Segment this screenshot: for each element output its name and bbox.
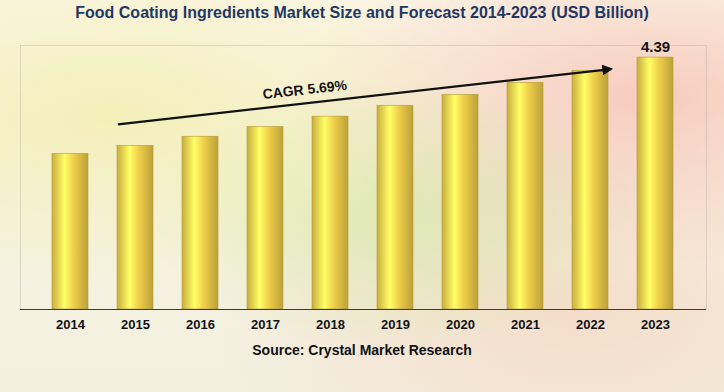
svg-text:2022: 2022 bbox=[576, 317, 605, 332]
svg-text:2023: 2023 bbox=[641, 317, 670, 332]
svg-text:2020: 2020 bbox=[446, 317, 475, 332]
html-text:Food Coating Ingredients Marke: Food Coating Ingredients Market Size and… bbox=[75, 4, 649, 21]
svg-text:2019: 2019 bbox=[381, 317, 410, 332]
svg-text:4.39: 4.39 bbox=[641, 38, 670, 55]
svg-text:2017: 2017 bbox=[251, 317, 280, 332]
svg-text:2018: 2018 bbox=[316, 317, 345, 332]
svg-text:2016: 2016 bbox=[186, 317, 215, 332]
svg-text:2014: 2014 bbox=[56, 317, 86, 332]
svg-text:CAGR 5.69%: CAGR 5.69% bbox=[262, 77, 349, 102]
html-text:Source: Crystal Market Researc: Source: Crystal Market Research bbox=[252, 342, 472, 358]
svg-text:2015: 2015 bbox=[121, 317, 150, 332]
svg-text:2021: 2021 bbox=[511, 317, 540, 332]
